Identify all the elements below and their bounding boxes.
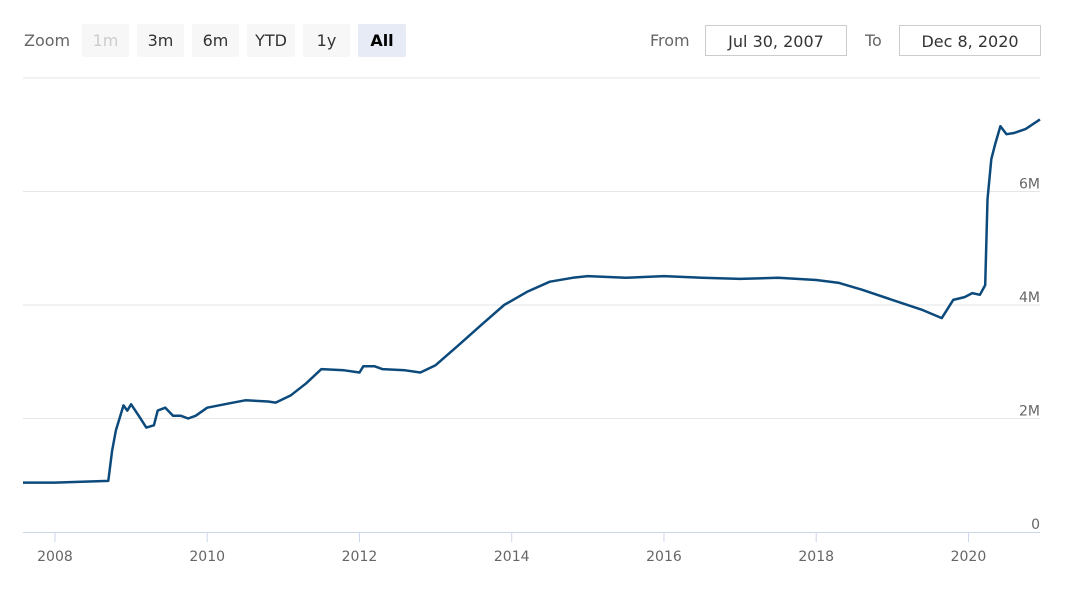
zoom-label: Zoom bbox=[24, 31, 71, 50]
to-input[interactable]: Dec 8, 2020 bbox=[899, 25, 1041, 56]
x-tick-label: 2014 bbox=[494, 549, 530, 565]
y-tick-label: 0 bbox=[1031, 517, 1040, 533]
zoom-button[interactable]: 1m bbox=[82, 24, 129, 57]
zoom-button[interactable]: 3m bbox=[137, 24, 184, 57]
x-tick-label: 2008 bbox=[37, 549, 73, 565]
x-tick-label: 2012 bbox=[342, 549, 378, 565]
x-tick-label: 2018 bbox=[798, 549, 834, 565]
from-label: From bbox=[650, 31, 690, 50]
line-series bbox=[23, 118, 1041, 484]
x-tick-label: 2016 bbox=[646, 549, 682, 565]
zoom-button[interactable]: 1y bbox=[303, 24, 350, 57]
zoom-button[interactable]: YTD bbox=[247, 24, 295, 57]
x-tick-label: 2010 bbox=[189, 549, 225, 565]
from-input[interactable]: Jul 30, 2007 bbox=[705, 25, 847, 56]
y-tick-label: 4M bbox=[1019, 290, 1040, 306]
to-label: To bbox=[865, 31, 882, 50]
y-tick-label: 2M bbox=[1019, 404, 1040, 420]
zoom-button[interactable]: 6m bbox=[192, 24, 239, 57]
x-tick-label: 2020 bbox=[951, 549, 987, 565]
y-tick-label: 6M bbox=[1019, 177, 1040, 193]
zoom-button[interactable]: All bbox=[358, 24, 406, 57]
